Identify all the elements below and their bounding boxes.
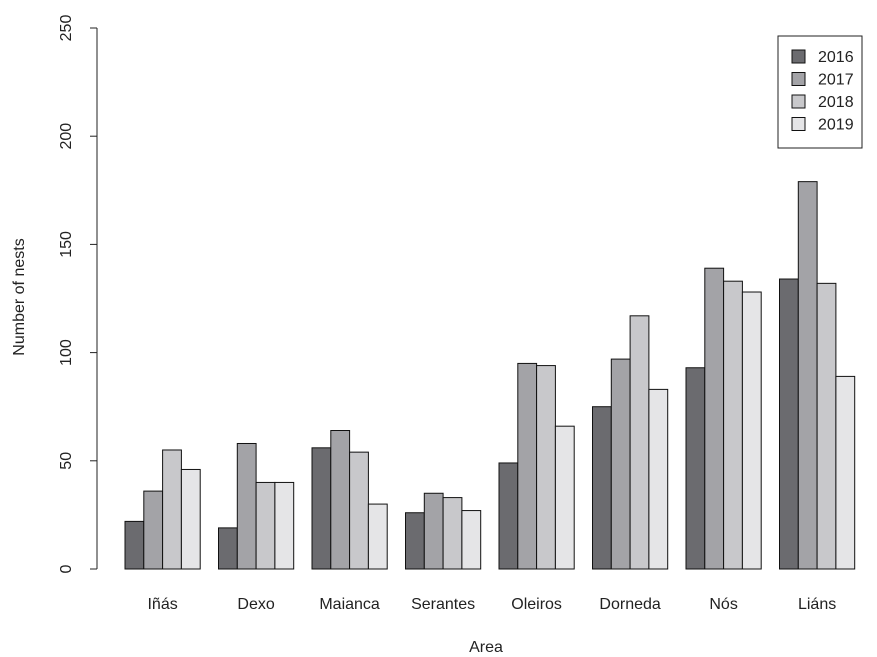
x-tick-label: Oleiros <box>511 596 562 613</box>
legend-swatch-2018 <box>791 94 806 109</box>
x-axis: Iñás Dexo Maianca Serantes Oleiros Dorneda Nós… <box>147 596 836 613</box>
bar-2018-5 <box>629 315 650 570</box>
bar-2016-0 <box>124 520 145 570</box>
bar-2016-3 <box>405 512 425 570</box>
bar-2017-3 <box>423 492 444 570</box>
bar-2016-2 <box>311 447 332 570</box>
bar-2017-6 <box>704 267 725 570</box>
y-tick-label: 250 <box>58 15 75 42</box>
y-tick-label: 150 <box>58 231 75 258</box>
bar-2017-1 <box>236 442 257 570</box>
bar-2019-5 <box>648 388 669 570</box>
x-tick-label: Iñás <box>147 596 177 613</box>
bar-2017-0 <box>143 490 164 570</box>
bar-2019-6 <box>741 291 762 570</box>
x-tick-label: Liáns <box>798 596 836 613</box>
bar-2017-2 <box>330 430 351 570</box>
x-tick-label: Serantes <box>411 596 475 613</box>
bar-2019-2 <box>367 503 388 570</box>
x-axis-title: Area <box>469 639 503 656</box>
legend-label-2019: 2019 <box>818 117 854 134</box>
bar-2018-7 <box>816 282 837 570</box>
bar-2017-7 <box>797 181 818 570</box>
legend-swatch-2016 <box>791 49 806 64</box>
bar-2016-4 <box>498 462 519 570</box>
bar-2017-5 <box>610 358 631 570</box>
x-tick-label: Nós <box>709 596 737 613</box>
x-tick-label: Dorneda <box>599 596 660 613</box>
bar-2017-4 <box>517 362 538 570</box>
bar-2018-6 <box>723 280 743 570</box>
bar-2016-5 <box>592 406 612 570</box>
legend-swatch-2017 <box>791 72 806 86</box>
x-tick-label: Dexo <box>237 596 274 613</box>
bar-2019-7 <box>835 375 856 570</box>
bar-2018-2 <box>349 451 369 570</box>
bar-2016-6 <box>685 367 706 570</box>
legend-label-2017: 2017 <box>818 72 854 89</box>
bar-2019-4 <box>554 425 575 570</box>
bar-2016-1 <box>218 527 238 570</box>
bar-2019-3 <box>461 510 482 570</box>
bar-2019-1 <box>274 481 295 570</box>
y-axis-title: Number of nests <box>11 238 28 355</box>
bar-2018-0 <box>162 449 182 570</box>
y-tick-label: 50 <box>58 452 75 470</box>
y-axis: 0 50 100 150 200 250 <box>58 15 98 573</box>
legend-label-2016: 2016 <box>818 49 854 66</box>
x-tick-label: Maianca <box>319 596 380 613</box>
bar-2016-7 <box>779 278 799 570</box>
y-tick-label: 100 <box>58 339 75 366</box>
y-tick-label: 200 <box>58 123 75 150</box>
legend-label-2018: 2018 <box>818 94 854 111</box>
legend: 2016 2017 2018 2019 <box>777 35 863 149</box>
bar-2018-4 <box>536 365 556 570</box>
y-tick-label: 0 <box>58 564 75 573</box>
bar-2018-1 <box>255 481 276 570</box>
bar-2018-3 <box>442 497 463 570</box>
bars-layer <box>124 181 856 570</box>
legend-swatch-2019 <box>791 117 806 131</box>
bar-2019-0 <box>180 468 201 570</box>
